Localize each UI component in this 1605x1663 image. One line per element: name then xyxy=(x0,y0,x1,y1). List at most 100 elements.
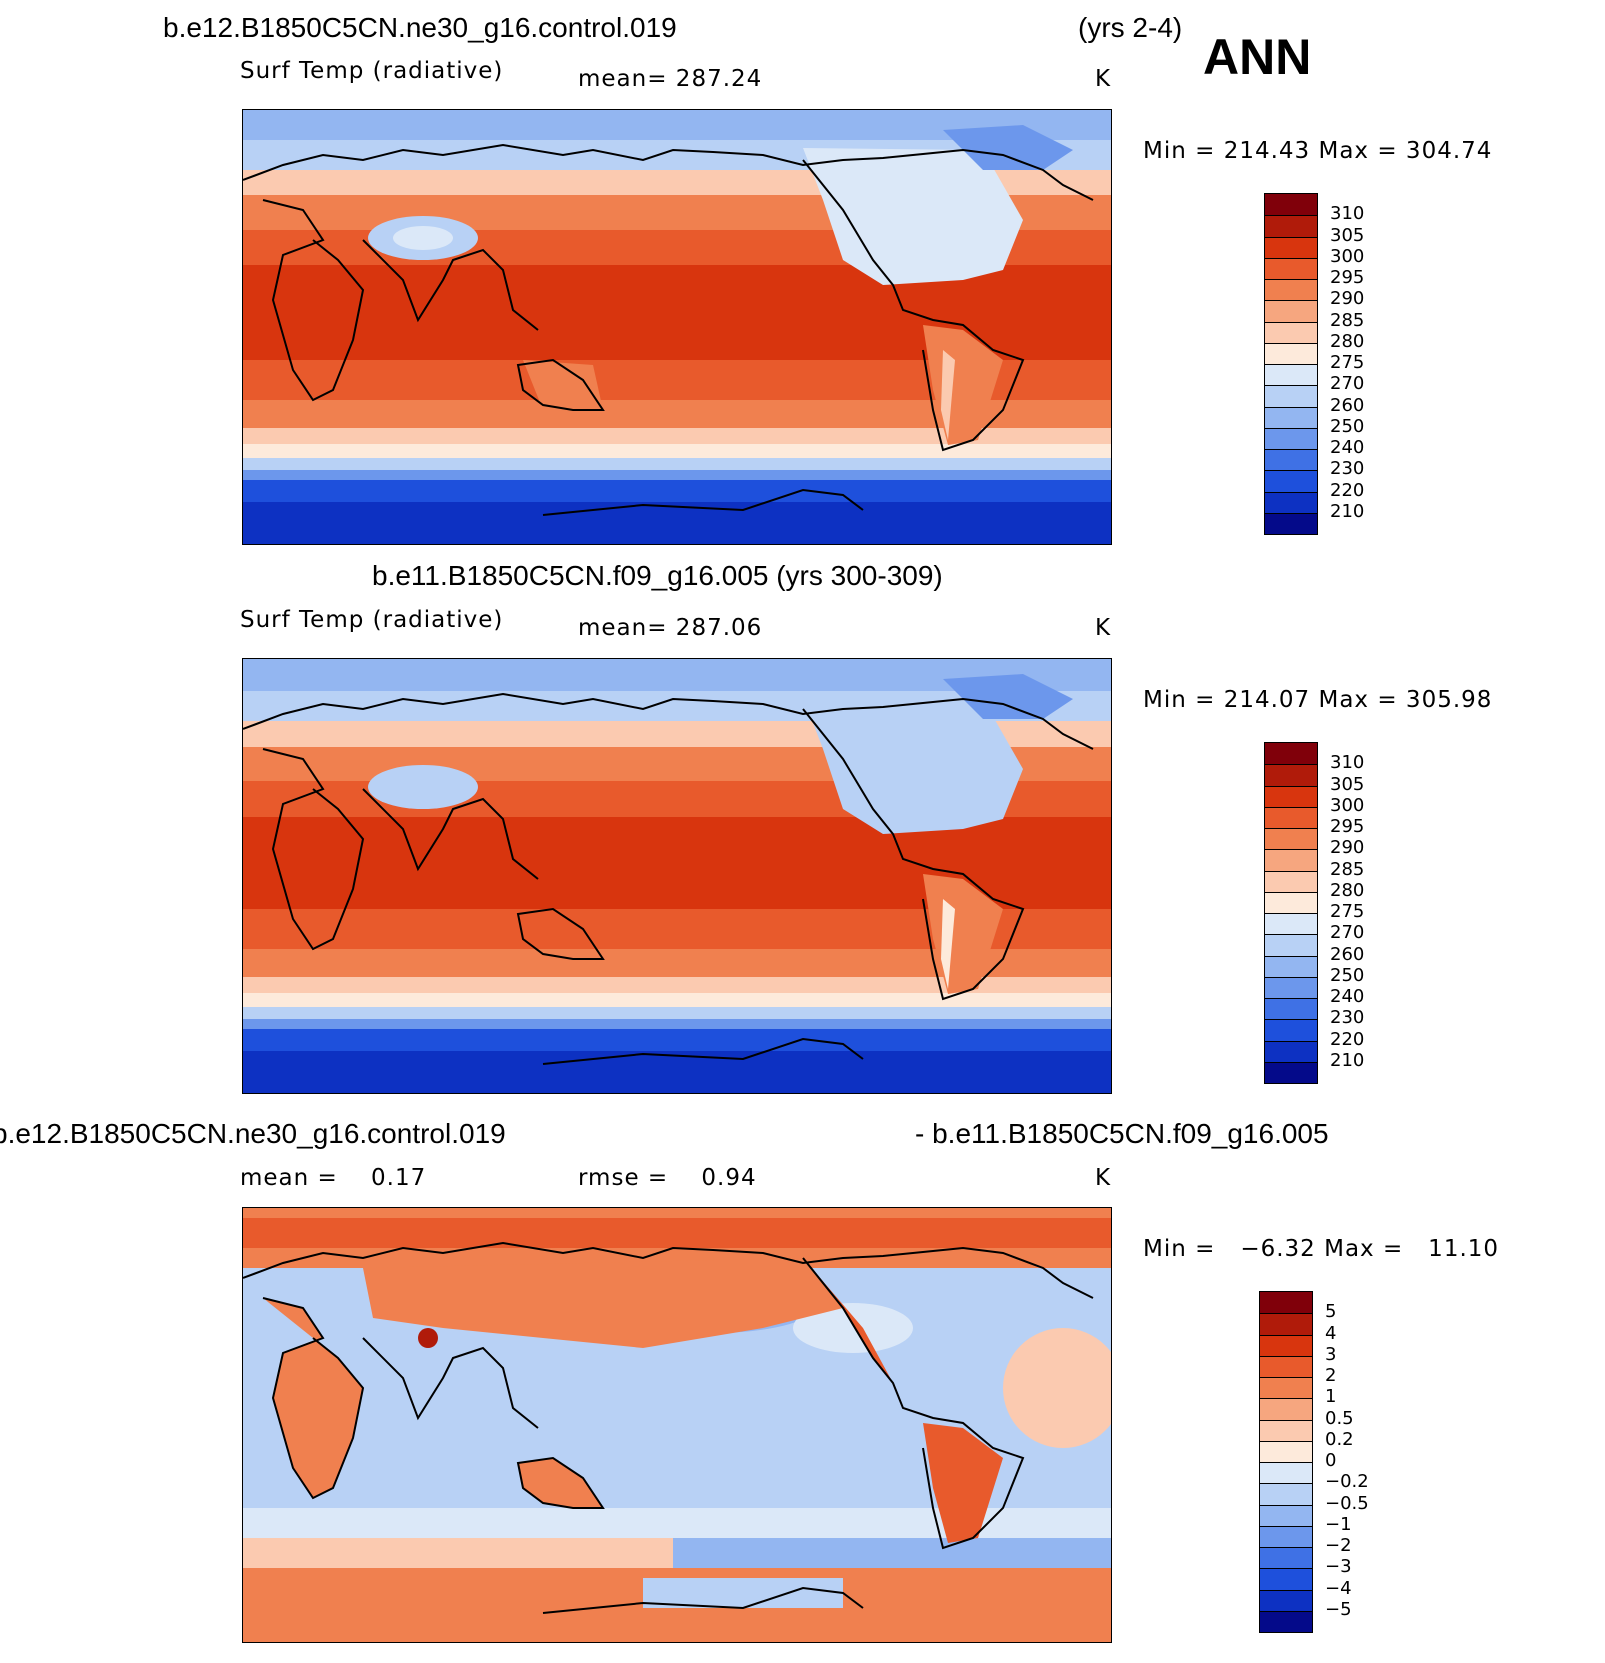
colorbar-swatch xyxy=(1265,364,1317,386)
colorbar-tick-label: 4 xyxy=(1325,1322,1337,1344)
colorbar-swatch xyxy=(1265,406,1317,428)
case-title-1: b.e12.B1850C5CN.ne30_g16.control.019 xyxy=(163,12,677,43)
map-plot-1 xyxy=(243,110,1111,544)
coastlines-1 xyxy=(243,143,1094,516)
colorbar-tick-label: 270 xyxy=(1330,922,1365,944)
mean-label-2: mean= 287.06 xyxy=(578,615,763,641)
colorbar-swatch xyxy=(1265,1040,1317,1062)
colorbar-tick-label: 300 xyxy=(1330,794,1365,816)
colorbar-swatch xyxy=(1265,491,1317,513)
colorbar-tick-label: 290 xyxy=(1330,288,1365,310)
colorbar-tick-label: 305 xyxy=(1330,224,1365,246)
case-title-2: b.e11.B1850C5CN.f09_g16.005 (yrs 300-309… xyxy=(372,560,943,591)
colorbar-1 xyxy=(1264,193,1318,535)
case-title-3a: b.e12.B1850C5CN.ne30_g16.control.019 xyxy=(0,1118,506,1149)
colorbar-tick-label: 285 xyxy=(1330,309,1365,331)
colorbar-tick-label: 280 xyxy=(1330,879,1365,901)
colorbar-tick-label: 275 xyxy=(1330,352,1365,373)
colorbar-tick-label: 285 xyxy=(1330,858,1365,880)
colorbar-tick-label: 3 xyxy=(1325,1343,1337,1365)
colorbar-tick-label: 5 xyxy=(1325,1301,1337,1323)
map-plot-2 xyxy=(243,659,1111,1093)
map-plot-3 xyxy=(243,1208,1111,1642)
colorbar-tick-label: 210 xyxy=(1330,500,1365,522)
colorbar-swatch xyxy=(1260,1525,1312,1547)
units-label-3: K xyxy=(1095,1165,1112,1191)
coastlines-3 xyxy=(243,1241,1094,1614)
case-title-3b: - b.e11.B1850C5CN.f09_g16.005 xyxy=(915,1118,1329,1149)
minmax-label-3: Min = −6.32 Max = 11.10 xyxy=(1143,1236,1500,1262)
colorbar-swatch xyxy=(1260,1313,1312,1335)
colorbar-tick-label: 300 xyxy=(1330,245,1365,267)
colorbar-tick-label: 230 xyxy=(1330,458,1365,480)
colorbar-tick-label: −0.5 xyxy=(1325,1492,1369,1514)
colorbar-swatch xyxy=(1260,1377,1312,1399)
colorbar-tick-label: 0.5 xyxy=(1325,1407,1354,1429)
colorbar-swatch xyxy=(1265,955,1317,977)
rmse-label-3: rmse = 0.94 xyxy=(578,1165,757,1191)
variable-label-2: Surf Temp (radiative) xyxy=(240,607,504,633)
colorbar-swatch xyxy=(1265,976,1317,998)
colorbar-swatch xyxy=(1260,1547,1312,1569)
mean-label-1: mean= 287.24 xyxy=(578,66,763,92)
colorbar-tick-label: 295 xyxy=(1330,267,1365,288)
colorbar-tick-label: −4 xyxy=(1325,1577,1352,1599)
colorbar-tick-label: 1 xyxy=(1325,1386,1337,1408)
colorbar-swatch xyxy=(1265,806,1317,828)
colorbar-swatch xyxy=(1265,934,1317,956)
colorbar-swatch xyxy=(1260,1589,1312,1611)
colorbar-tick-label: −0.2 xyxy=(1325,1471,1369,1493)
colorbar-swatch xyxy=(1265,764,1317,786)
colorbar-tick-label: 295 xyxy=(1330,816,1365,837)
colorbar-swatch xyxy=(1265,257,1317,279)
colorbar-swatch xyxy=(1260,1355,1312,1377)
colorbar-tick-label: −1 xyxy=(1325,1513,1352,1535)
colorbar-swatch xyxy=(1265,385,1317,407)
map-panel-3 xyxy=(242,1207,1112,1643)
colorbar-swatch xyxy=(1265,870,1317,892)
colorbar-3 xyxy=(1259,1291,1313,1633)
colorbar-tick-label: −3 xyxy=(1325,1556,1352,1578)
colorbar-swatch xyxy=(1265,236,1317,258)
coastlines-2 xyxy=(243,692,1094,1065)
colorbar-swatch xyxy=(1265,849,1317,871)
colorbar-swatch xyxy=(1260,1440,1312,1462)
colorbar-tick-label: 305 xyxy=(1330,773,1365,795)
colorbar-tick-label: 310 xyxy=(1330,203,1365,225)
colorbar-tick-label: 230 xyxy=(1330,1007,1365,1029)
colorbar-swatch xyxy=(1260,1334,1312,1356)
colorbar-swatch xyxy=(1265,785,1317,807)
units-label-2: K xyxy=(1095,615,1112,641)
colorbar-tick-label: 0 xyxy=(1325,1450,1337,1471)
colorbar-swatch xyxy=(1260,1504,1312,1526)
colorbar-swatch xyxy=(1265,300,1317,322)
colorbar-swatch xyxy=(1265,891,1317,913)
colorbar-tick-label: 260 xyxy=(1330,943,1365,965)
colorbar-swatch xyxy=(1265,998,1317,1020)
season-label: ANN xyxy=(1203,29,1312,85)
variable-label-1: Surf Temp (radiative) xyxy=(240,58,504,84)
colorbar-tick-label: 275 xyxy=(1330,901,1365,922)
colorbar-tick-label: 210 xyxy=(1330,1049,1365,1071)
colorbar-tick-label: 0.2 xyxy=(1325,1428,1354,1450)
colorbar-swatch xyxy=(1260,1398,1312,1420)
colorbar-swatch xyxy=(1260,1462,1312,1484)
colorbar-swatch xyxy=(1265,427,1317,449)
colorbar-swatch xyxy=(1265,194,1317,216)
colorbar-swatch xyxy=(1260,1483,1312,1505)
colorbar-tick-label: 280 xyxy=(1330,330,1365,352)
colorbar-tick-label: 250 xyxy=(1330,964,1365,986)
colorbar-swatch xyxy=(1265,1061,1317,1083)
colorbar-tick-label: 310 xyxy=(1330,752,1365,774)
colorbar-swatch xyxy=(1260,1419,1312,1441)
minmax-label-1: Min = 214.43 Max = 304.74 xyxy=(1143,138,1493,164)
colorbar-swatch xyxy=(1265,1019,1317,1041)
colorbar-tick-label: 240 xyxy=(1330,986,1365,1007)
colorbar-tick-label: 220 xyxy=(1330,479,1365,501)
colorbar-tick-label: −5 xyxy=(1325,1598,1352,1620)
colorbar-swatch xyxy=(1265,321,1317,343)
colorbar-swatch xyxy=(1260,1292,1312,1314)
colorbar-tick-label: 290 xyxy=(1330,837,1365,859)
colorbar-swatch xyxy=(1260,1568,1312,1590)
colorbar-swatch xyxy=(1265,743,1317,765)
